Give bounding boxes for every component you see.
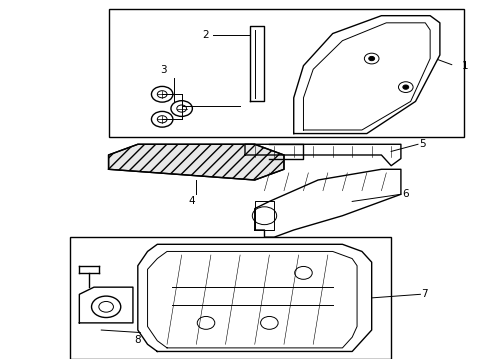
Circle shape — [369, 57, 374, 61]
Circle shape — [403, 85, 409, 89]
Text: 3: 3 — [160, 64, 167, 75]
FancyBboxPatch shape — [109, 9, 464, 137]
Text: 6: 6 — [402, 189, 409, 199]
Text: 7: 7 — [421, 289, 428, 299]
Text: 8: 8 — [134, 336, 141, 345]
Text: 2: 2 — [202, 30, 208, 40]
Polygon shape — [109, 144, 284, 180]
Text: 1: 1 — [462, 61, 468, 71]
FancyBboxPatch shape — [70, 237, 391, 359]
Text: 4: 4 — [188, 196, 195, 206]
Text: 5: 5 — [419, 139, 426, 149]
